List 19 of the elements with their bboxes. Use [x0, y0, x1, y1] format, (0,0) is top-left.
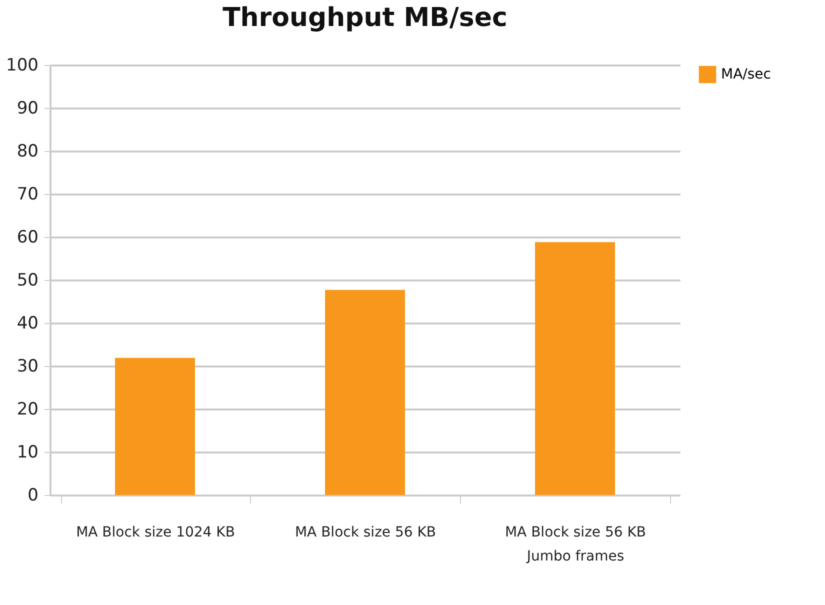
legend-label: MA/sec — [721, 66, 771, 82]
y-tick-label: 0 — [28, 486, 38, 506]
y-tick-label: 70 — [16, 184, 38, 204]
y-tick-label: 60 — [16, 228, 38, 248]
y-tick-label: 20 — [16, 400, 38, 420]
bar — [325, 290, 405, 495]
bar — [115, 358, 195, 495]
x-tick-label: MA Block size 56 KB — [294, 524, 436, 540]
y-tick-label: 80 — [16, 142, 38, 162]
chart-title: Throughput MB/sec — [222, 3, 508, 33]
bar — [535, 242, 615, 495]
y-tick-label: 30 — [16, 356, 38, 376]
y-tick-label: 90 — [16, 98, 38, 118]
y-tick-label: 10 — [16, 442, 38, 462]
x-tick-label: MA Block size 1024 KB — [76, 524, 235, 540]
y-tick-label: 50 — [16, 270, 38, 290]
y-tick-label: 100 — [6, 56, 38, 76]
x-tick-label: MA Block size 56 KB Jumbo frames — [504, 524, 646, 564]
y-tick-label: 40 — [16, 314, 38, 334]
